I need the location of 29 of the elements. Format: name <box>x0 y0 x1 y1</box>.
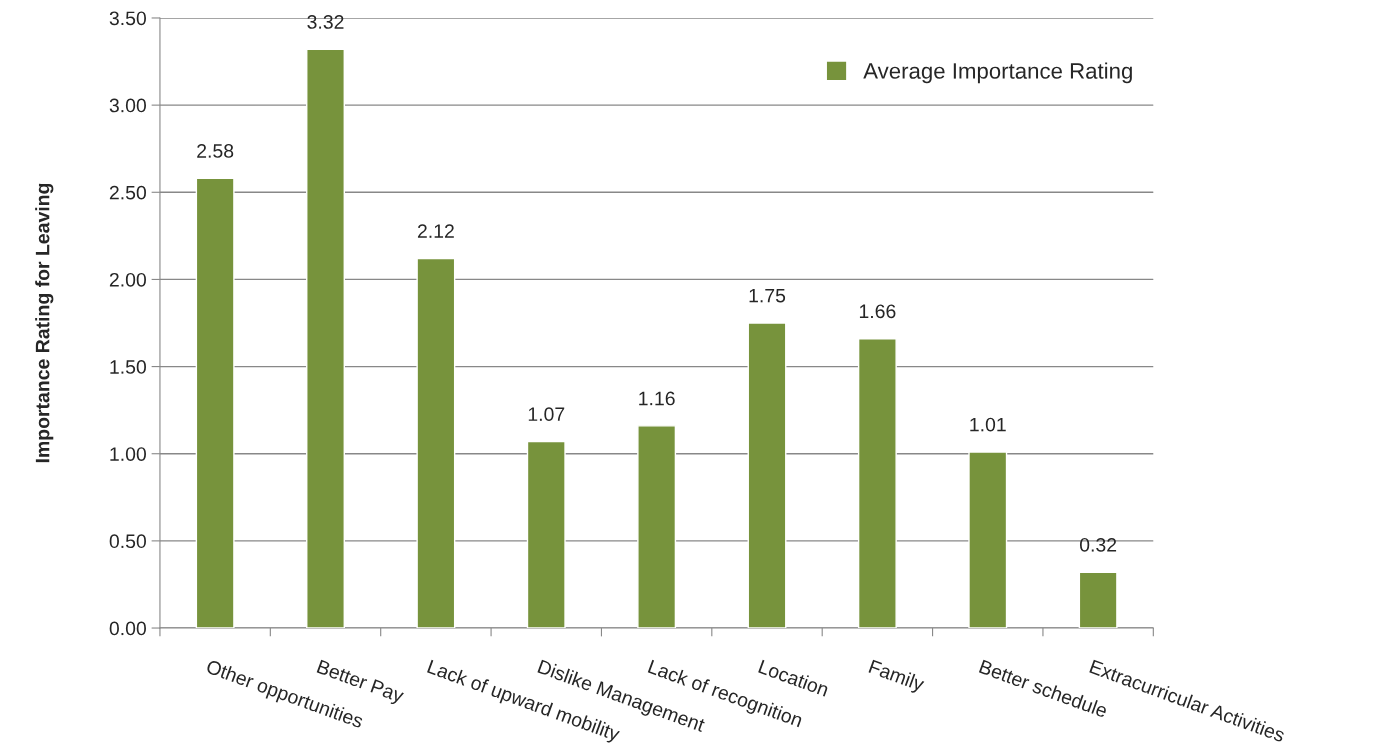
bar <box>747 322 787 629</box>
data-label: 2.12 <box>417 224 454 238</box>
y-tick-label: 0.00 <box>109 621 146 636</box>
y-tick-label: 1.50 <box>110 360 146 374</box>
y-tick-label: 1.00 <box>110 447 146 461</box>
data-label: 2.58 <box>197 144 234 158</box>
y-tick-label: 0.50 <box>109 534 146 549</box>
data-label: 1.16 <box>639 391 675 406</box>
bar <box>306 48 345 629</box>
y-tick-label: 3.50 <box>109 11 146 26</box>
y-tick-label: 2.50 <box>109 185 146 200</box>
bar <box>968 451 1008 629</box>
y-axis-title: Importance Rating for Leaving <box>35 183 54 463</box>
y-tick-label: 2.00 <box>109 272 146 287</box>
x-tick-label: Family <box>867 659 926 696</box>
legend-label: Average Importance Rating <box>863 62 1132 84</box>
data-label: 0.32 <box>1079 537 1117 552</box>
data-label: 1.01 <box>970 417 1006 432</box>
data-label: 1.75 <box>749 288 786 303</box>
bar <box>1078 571 1118 629</box>
bar <box>416 257 456 629</box>
data-label: 1.66 <box>859 304 896 319</box>
data-label: 1.07 <box>528 407 565 422</box>
data-label: 3.32 <box>307 15 344 29</box>
bar <box>195 177 235 629</box>
bar <box>857 337 897 629</box>
bar <box>637 425 677 629</box>
bar <box>526 440 566 629</box>
y-tick-label: 3.00 <box>109 98 146 113</box>
